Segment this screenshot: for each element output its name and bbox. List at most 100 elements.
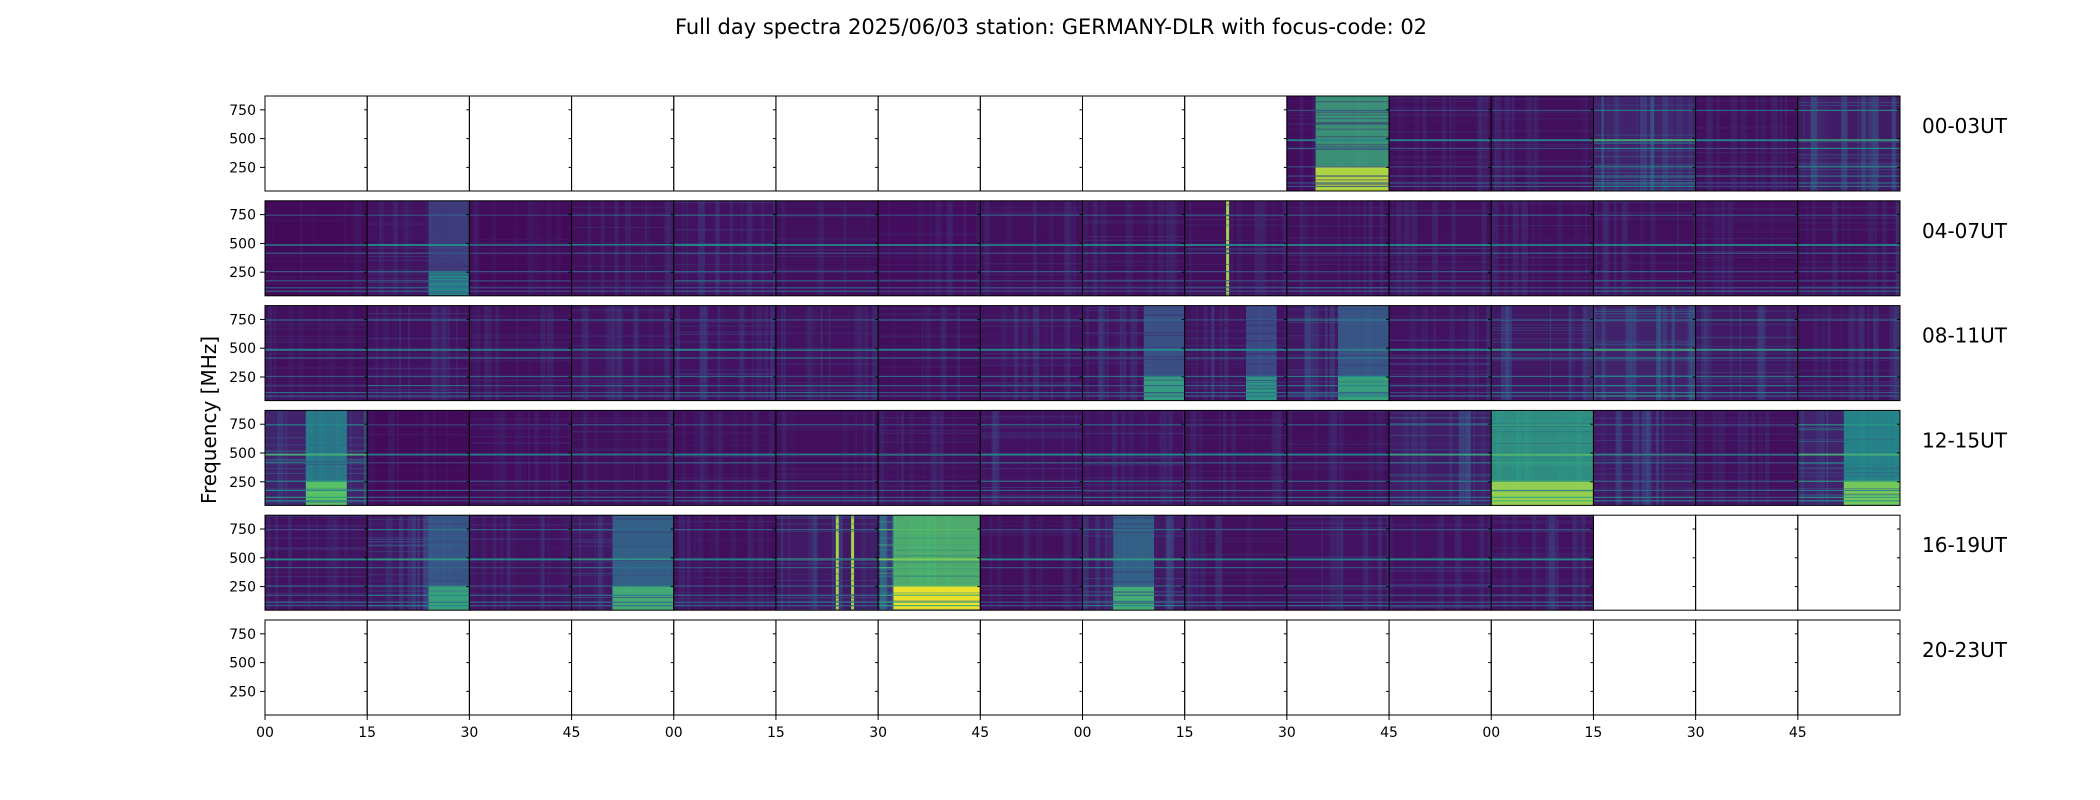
frequency-line (1389, 357, 1492, 359)
noise-row (878, 387, 981, 389)
noise-row (1184, 286, 1287, 288)
noise-row (1491, 329, 1594, 331)
noise-row (469, 264, 572, 266)
time-streak (1495, 96, 1502, 191)
time-streak (602, 515, 605, 611)
noise-row (775, 559, 879, 561)
noise-row (980, 478, 1083, 480)
noise-row (1389, 266, 1492, 268)
frequency-line (265, 271, 368, 273)
noise-row (775, 315, 879, 317)
noise-row (265, 537, 368, 539)
panel-frame (1388, 619, 1492, 716)
noise-row (980, 344, 1083, 346)
noise-row (265, 576, 368, 578)
noise-row (1286, 354, 1390, 356)
spectrogram-panel (468, 305, 573, 402)
x-tick-label: 15 (767, 725, 785, 741)
noise-row (265, 255, 368, 257)
frequency-line (1491, 395, 1594, 397)
time-streak (1095, 515, 1101, 611)
noise-row (1491, 147, 1594, 149)
frequency-line (1695, 109, 1798, 112)
noise-row (1184, 324, 1287, 326)
noise-row (980, 361, 1083, 363)
noise-row (878, 561, 981, 563)
noise-row (1082, 463, 1185, 465)
noise-row (1082, 591, 1185, 593)
panel-frame (366, 95, 470, 192)
frequency-line (1593, 462, 1696, 464)
noise-row (1389, 595, 1492, 597)
noise-row (1389, 115, 1492, 117)
time-streak (770, 305, 775, 401)
noise-row (1797, 313, 1900, 315)
frequency-line (1184, 319, 1287, 321)
noise-row (878, 441, 981, 443)
time-streak (633, 410, 635, 506)
noise-row (367, 484, 470, 486)
noise-row (1389, 166, 1492, 168)
noise-row (571, 529, 674, 531)
frequency-line (1695, 287, 1798, 289)
noise-row (1389, 96, 1492, 98)
noise-row (980, 321, 1083, 323)
frequency-line (775, 271, 879, 273)
spectrogram-panel (1388, 514, 1492, 611)
x-tick-label: 15 (1585, 725, 1603, 741)
frequency-line (1389, 424, 1492, 426)
noise-row (1797, 493, 1900, 495)
empty-panel (264, 95, 368, 192)
noise-row (1491, 464, 1594, 466)
noise-row (775, 580, 879, 582)
noise-row (1389, 237, 1492, 239)
time-streak (612, 305, 616, 401)
frequency-line (1797, 287, 1900, 289)
empty-panel (468, 619, 573, 716)
noise-row (1695, 377, 1798, 379)
noise-row (1184, 480, 1287, 482)
frequency-line (1286, 558, 1390, 561)
noise-row (878, 600, 981, 602)
x-tick-label: 00 (1074, 725, 1092, 741)
noise-row (1286, 335, 1390, 337)
time-streak (1630, 305, 1637, 401)
frequency-line (265, 395, 368, 397)
noise-row (775, 266, 879, 268)
x-tick-label: 30 (869, 725, 887, 741)
frequency-line (1797, 290, 1900, 292)
time-streak (1049, 200, 1054, 296)
time-streak (963, 200, 967, 296)
noise-row (1695, 420, 1798, 422)
time-streak (760, 200, 765, 296)
noise-row (1695, 220, 1798, 222)
time-streak (1632, 410, 1640, 506)
time-streak (989, 515, 993, 611)
noise-row (1082, 261, 1185, 263)
time-streak (1705, 200, 1707, 296)
noise-row (673, 331, 776, 333)
time-streak (1033, 200, 1037, 296)
noise-row (673, 267, 776, 269)
time-streak (1114, 305, 1120, 401)
time-streak (407, 515, 414, 611)
noise-row (1286, 349, 1390, 351)
noise-row (1286, 391, 1390, 393)
frequency-line (1491, 271, 1594, 273)
time-streak (474, 200, 480, 296)
noise-row (1491, 522, 1594, 524)
y-tick-label: 250 (229, 475, 256, 491)
time-streak (1411, 515, 1417, 611)
time-streak (415, 410, 418, 506)
noise-row (775, 473, 879, 475)
frequency-line (1184, 357, 1287, 359)
noise-row (1184, 282, 1287, 284)
noise-row (878, 555, 981, 557)
time-streak (1601, 305, 1606, 401)
row-time-label: 12-15UT (1922, 428, 2008, 452)
noise-row (1593, 172, 1696, 174)
time-streak (1400, 515, 1403, 611)
frequency-line (673, 594, 776, 596)
frequency-line (1082, 319, 1185, 321)
time-streak (1737, 410, 1741, 506)
